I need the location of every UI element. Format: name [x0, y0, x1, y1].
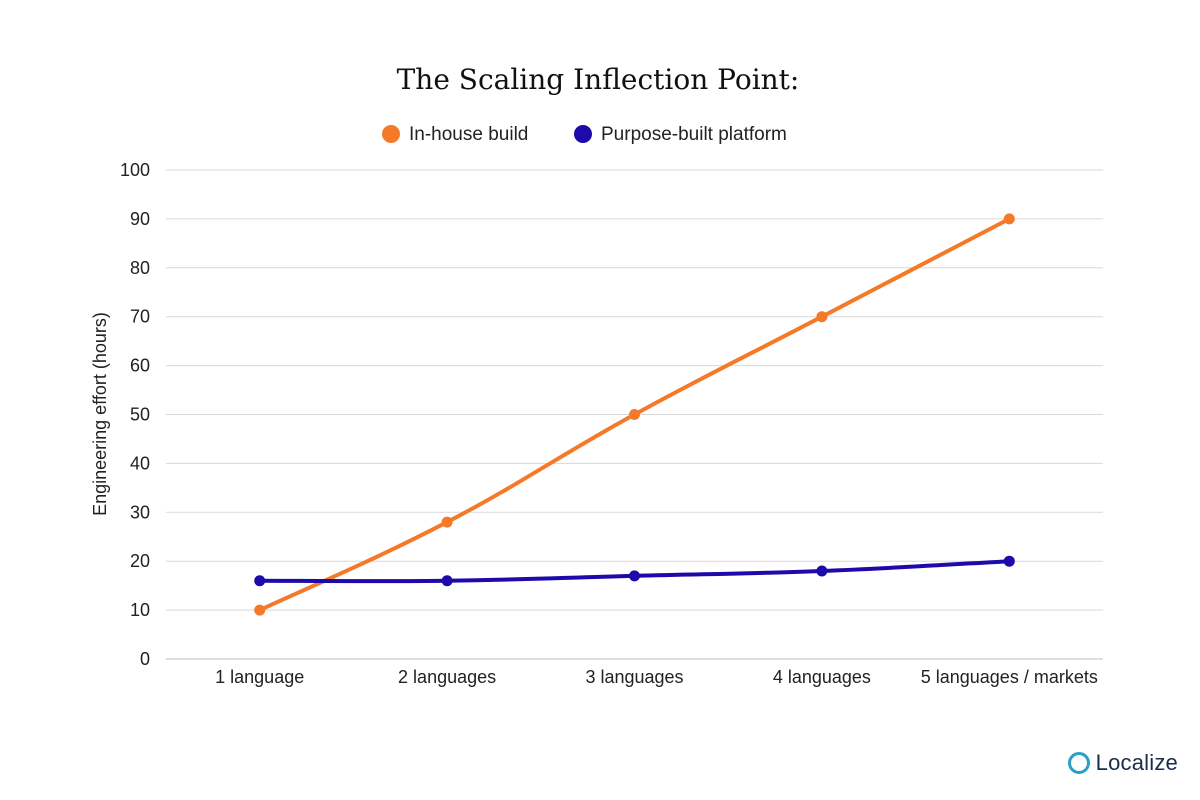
- legend-marker: [382, 125, 400, 143]
- logo-text: Localize: [1095, 750, 1178, 775]
- y-tick-label: 20: [130, 551, 150, 571]
- x-tick-label: 4 languages: [773, 667, 871, 687]
- data-point: [441, 575, 453, 587]
- chart-title: The Scaling Inflection Point:: [397, 63, 800, 96]
- data-point: [254, 604, 266, 616]
- data-point: [254, 575, 266, 587]
- y-tick-label: 40: [130, 453, 150, 473]
- legend-item: Purpose-built platform: [574, 124, 787, 145]
- y-tick-label: 0: [140, 649, 150, 669]
- data-point: [816, 565, 828, 577]
- y-tick-label: 50: [130, 405, 150, 425]
- data-point: [816, 311, 828, 323]
- y-tick-label: 10: [130, 600, 150, 620]
- data-point: [1003, 555, 1015, 567]
- legend-item: In-house build: [382, 124, 528, 145]
- legend-label: Purpose-built platform: [601, 124, 787, 145]
- y-axis-label: Engineering effort (hours): [90, 312, 110, 516]
- y-tick-label: 60: [130, 356, 150, 376]
- x-tick-label: 3 languages: [585, 667, 683, 687]
- legend: In-house build Purpose-built platform: [382, 124, 787, 145]
- y-tick-label: 90: [130, 209, 150, 229]
- data-point: [629, 409, 640, 420]
- y-tick-label: 30: [130, 502, 150, 522]
- ring-icon: [1067, 752, 1090, 774]
- y-tick-label: 100: [120, 160, 150, 180]
- x-tick-label: 2 languages: [398, 667, 496, 687]
- x-tick-label: 1 language: [215, 667, 304, 687]
- data-point: [1003, 213, 1015, 225]
- y-tick-label: 80: [130, 258, 150, 278]
- x-tick-label: 5 languages / markets: [921, 667, 1098, 687]
- y-tick-label: 70: [130, 307, 150, 327]
- x-axis-ticks: 1 language 2 languages 3 languages 4 langua…: [215, 667, 1098, 687]
- legend-label: In-house build: [409, 124, 528, 145]
- localize-logo: Localize: [1067, 750, 1178, 776]
- legend-marker: [574, 125, 592, 143]
- series-1: [254, 555, 1015, 587]
- series-0: [254, 213, 1015, 616]
- data-point: [629, 570, 640, 582]
- series-group: [254, 213, 1015, 616]
- data-point: [441, 516, 453, 528]
- y-axis-ticks: 0 10 20 30 40 50 60 70 80 90 100: [120, 160, 150, 669]
